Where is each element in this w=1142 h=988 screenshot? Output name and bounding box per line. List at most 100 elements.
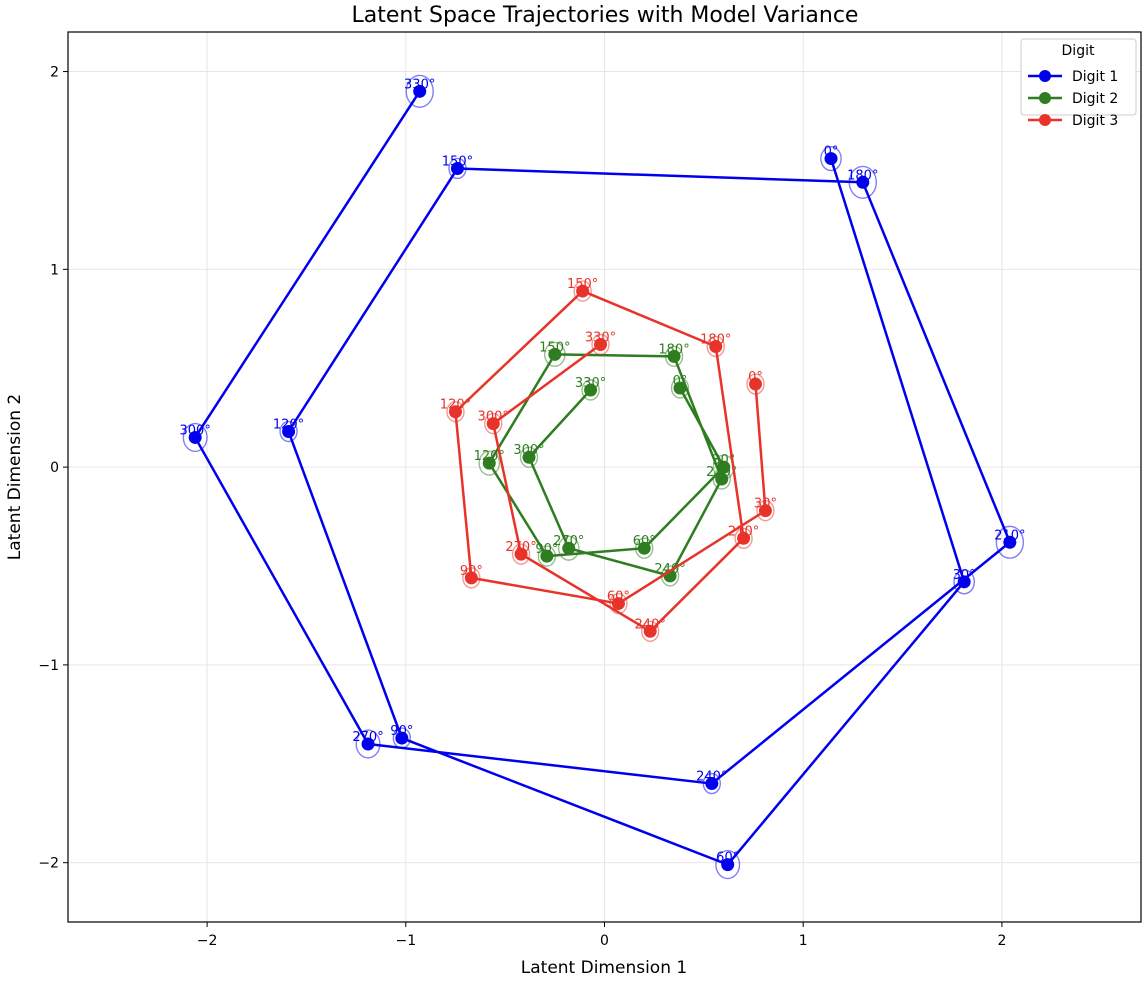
variance-ellipse: [392, 727, 412, 749]
point-label: 30°: [712, 453, 735, 468]
y-tick-label: 2: [50, 65, 59, 81]
variance-ellipse: [446, 401, 465, 423]
chart-title: Latent Space Trajectories with Model Var…: [352, 3, 859, 28]
data-point: [611, 597, 625, 611]
variance-ellipse: [641, 620, 660, 642]
data-point: [705, 777, 719, 791]
variance-ellipse: [537, 545, 557, 567]
x-axis-label: Latent Dimension 1: [521, 958, 687, 978]
variance-ellipse: [715, 850, 741, 880]
point-label: 120°: [440, 398, 471, 413]
data-point: [522, 450, 536, 464]
variance-ellipse: [706, 335, 725, 358]
variance-ellipse: [448, 157, 467, 180]
point-label: 300°: [180, 423, 211, 438]
data-point: [824, 152, 838, 166]
variance-ellipse: [478, 450, 501, 476]
data-point: [721, 858, 735, 872]
variance-ellipse: [664, 345, 684, 368]
point-label: 300°: [478, 410, 509, 425]
legend-label: Digit 3: [1072, 113, 1118, 129]
variance-ellipse: [484, 412, 503, 435]
series-line: [193, 90, 1012, 866]
point-label: 90°: [390, 724, 413, 739]
plot-area: 0° 30° 60° 90° 120° 150° 180° 210° 240° 270° 300° 3…: [180, 74, 1026, 880]
point-label: 30°: [754, 497, 777, 512]
data-point: [758, 504, 772, 518]
variance-ellipse: [543, 341, 566, 368]
y-tick-label: 1: [50, 262, 59, 278]
data-point: [395, 731, 409, 745]
data-point: [450, 161, 464, 175]
variance-ellipse: [848, 165, 878, 199]
data-point: [562, 541, 576, 555]
data-point: [957, 575, 971, 589]
data-point: [667, 349, 681, 363]
variance-ellipse: [734, 527, 753, 550]
data-point: [584, 383, 598, 397]
point-label: 300°: [513, 443, 544, 458]
point-label: 210°: [706, 465, 737, 480]
variance-ellipse: [609, 592, 628, 615]
point-label: 240°: [635, 617, 666, 632]
data-point: [1003, 535, 1017, 549]
variance-ellipse: [581, 379, 600, 401]
data-point: [486, 417, 500, 431]
variance-ellipse: [511, 543, 531, 565]
variance-ellipse: [279, 420, 298, 443]
variance-ellipse: [820, 145, 842, 172]
data-point: [709, 339, 723, 353]
x-tick-label: −2: [197, 933, 218, 949]
data-point: [548, 347, 562, 361]
grid: [68, 32, 1141, 922]
point-label: 180°: [658, 342, 689, 357]
legend-label: Digit 2: [1072, 91, 1118, 107]
point-label: 120°: [273, 418, 304, 433]
data-point: [715, 472, 729, 486]
point-label: 60°: [633, 534, 656, 549]
data-point: [464, 571, 478, 585]
point-label: 330°: [404, 77, 435, 92]
variance-ellipse: [635, 537, 654, 559]
variance-ellipse: [756, 499, 775, 522]
variance-ellipse: [462, 567, 481, 589]
point-label: 0°: [673, 374, 688, 389]
variance-ellipse: [573, 280, 592, 302]
data-point: [673, 381, 687, 395]
series-3: 0° 30° 60° 90° 120° 150° 180° 210° 240° 270° 300° 3…: [440, 277, 777, 642]
x-tick-label: 0: [600, 933, 609, 949]
data-point: [188, 430, 202, 444]
variance-ellipse: [557, 535, 580, 561]
point-label: 150°: [567, 277, 598, 292]
variance-ellipse: [519, 446, 539, 468]
data-point: [856, 175, 870, 189]
point-label: 60°: [716, 851, 739, 866]
legend-marker: [1039, 114, 1051, 126]
data-point: [594, 337, 608, 351]
point-label: 0°: [748, 370, 763, 385]
point-label: 90°: [535, 542, 558, 557]
point-label: 90°: [460, 564, 483, 579]
point-label: 210°: [728, 524, 759, 539]
point-label: 180°: [700, 332, 731, 347]
data-point: [737, 531, 751, 545]
point-label: 330°: [585, 330, 616, 345]
point-label: 240°: [696, 770, 727, 785]
variance-ellipse: [746, 373, 765, 395]
data-point: [361, 737, 375, 751]
point-label: 150°: [442, 154, 473, 169]
y-tick-label: −1: [38, 658, 59, 674]
y-tick-label: 0: [50, 460, 59, 476]
legend-marker: [1039, 70, 1051, 82]
series-line: [488, 353, 725, 578]
variance-ellipse: [995, 525, 1025, 559]
data-point: [540, 549, 554, 563]
data-point: [576, 284, 590, 298]
data-point: [448, 405, 462, 419]
point-label: 270°: [352, 730, 383, 745]
point-label: 60°: [607, 590, 630, 605]
data-point: [482, 456, 496, 470]
data-point: [413, 84, 427, 98]
variance-ellipse: [953, 569, 975, 595]
